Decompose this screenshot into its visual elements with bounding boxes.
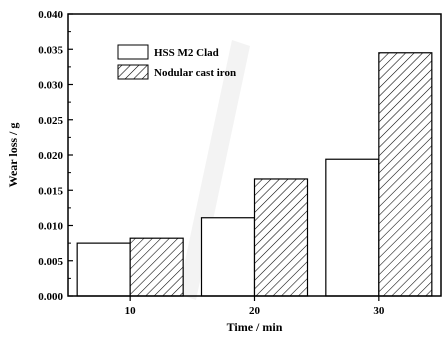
y-tick-label: 0.005 bbox=[38, 256, 63, 268]
y-ticks-group: 0.000 0.005 0.010 0.015 0.020 0.025 0.030 0.035… bbox=[38, 9, 73, 303]
y-tick-label: 0.030 bbox=[38, 80, 63, 92]
bars-group bbox=[76, 52, 433, 297]
legend-swatch-hss bbox=[117, 44, 149, 60]
bar-hss-10 bbox=[76, 242, 131, 297]
y-tick-label: 0.015 bbox=[38, 185, 63, 197]
y-tick-label: 0.035 bbox=[38, 44, 63, 56]
bar-nodular-20 bbox=[253, 178, 309, 297]
legend: HSS M2 Clad Nodular cast iron bbox=[117, 44, 236, 80]
legend-label-hss: HSS M2 Clad bbox=[154, 47, 219, 59]
plot-frame bbox=[67, 13, 442, 297]
legend-label-nodular: Nodular cast iron bbox=[154, 67, 236, 79]
y-tick-label: 0.040 bbox=[38, 9, 63, 21]
bar-hss-20 bbox=[200, 217, 256, 297]
y-tick-label: 0.025 bbox=[38, 115, 63, 127]
bar-hss-30 bbox=[325, 158, 380, 297]
x-ticks-group: 10 20 30 bbox=[125, 296, 385, 317]
x-tick-label: 10 bbox=[125, 305, 137, 317]
y-tick-label: 0.010 bbox=[38, 221, 63, 233]
y-tick-label: 0.020 bbox=[38, 150, 63, 162]
watermark-shape bbox=[178, 40, 250, 300]
legend-swatch-nodular bbox=[117, 64, 149, 80]
x-tick-label: 30 bbox=[373, 305, 385, 317]
bar-nodular-10 bbox=[129, 237, 184, 297]
y-tick-label: 0.000 bbox=[38, 291, 63, 303]
bar-nodular-30 bbox=[378, 52, 433, 297]
x-tick-label: 20 bbox=[249, 305, 261, 317]
x-axis-title: Time / min bbox=[227, 320, 283, 334]
y-axis-title: Wear loss / g bbox=[6, 123, 20, 188]
